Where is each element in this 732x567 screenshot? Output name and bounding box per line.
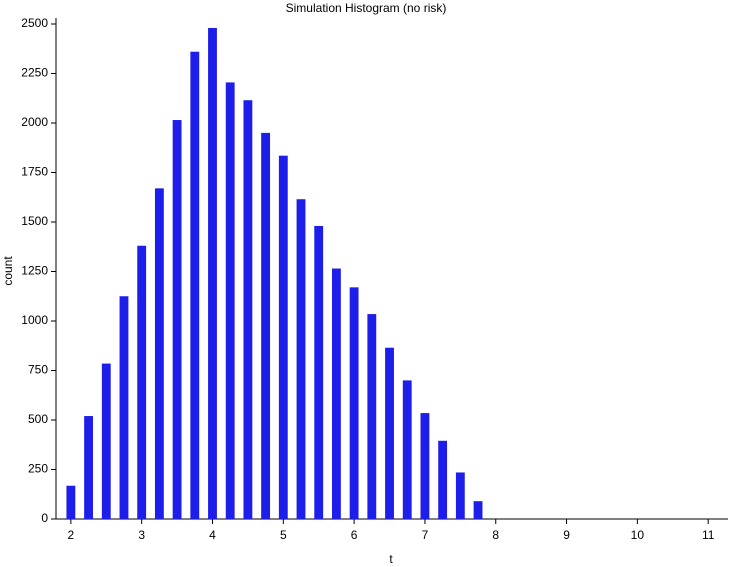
bar [84,416,93,519]
bar [261,132,271,519]
x-tick-label: 10 [631,528,645,542]
x-tick-label: 5 [280,528,287,542]
bar [314,225,324,519]
y-tick-label: 0 [41,511,48,525]
bar [208,27,217,520]
bar [455,472,465,519]
bar [119,296,129,519]
y-tick-label: 1500 [21,214,48,228]
bar [331,268,341,519]
bar [402,380,412,519]
bar [349,287,359,519]
x-tick-label: 9 [563,528,570,542]
y-axis-label: count [1,256,15,286]
y-tick-label: 1750 [21,165,48,179]
x-tick-label: 2 [68,528,75,542]
bar [66,485,76,519]
x-tick-label: 11 [702,528,715,542]
chart-title: Simulation Histogram (no risk) [286,1,447,15]
y-tick-label: 2000 [21,115,48,129]
y-tick-label: 1250 [21,264,48,278]
y-tick-label: 750 [28,363,48,377]
bar [438,440,448,519]
y-tick-label: 2500 [21,16,48,30]
bar [154,188,164,519]
bar [420,413,430,519]
bar [367,314,377,519]
bar [225,82,235,519]
bar [278,155,288,520]
x-tick-label: 7 [422,528,429,542]
bar [172,120,182,519]
y-tick-label: 2250 [21,66,48,80]
x-tick-label: 3 [138,528,145,542]
bar [101,363,111,519]
y-tick-label: 500 [28,412,48,426]
bar [243,100,253,519]
y-tick-label: 1000 [21,313,48,327]
bar [385,347,394,519]
x-tick-label: 8 [492,528,499,542]
x-axis-label: t [389,552,393,566]
y-tick-label: 250 [28,462,48,476]
bar [190,51,200,519]
x-tick-label: 6 [351,528,358,542]
bar [137,245,147,519]
bar [296,199,306,520]
x-tick-label: 4 [209,528,216,542]
bar [473,501,483,519]
